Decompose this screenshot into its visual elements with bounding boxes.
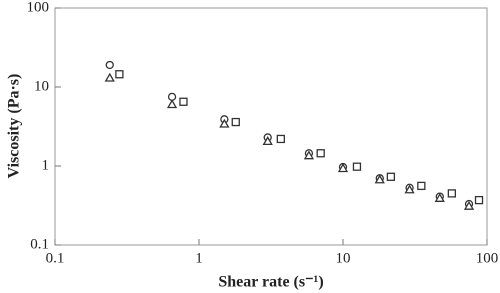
y-tick-label: 1: [42, 157, 50, 173]
point: [374, 174, 385, 184]
x-tick-label: 10: [336, 250, 351, 266]
point: [219, 118, 230, 128]
point: [434, 192, 445, 202]
point: [303, 150, 315, 160]
point: [417, 181, 426, 191]
point: [166, 99, 178, 109]
point: [404, 184, 415, 194]
y-tick-label: 10: [34, 78, 49, 94]
point: [337, 163, 349, 173]
y-tick-label: 0.1: [30, 236, 49, 252]
plot-frame: [54, 7, 488, 246]
point: [352, 162, 362, 171]
point: [262, 136, 273, 146]
point: [276, 134, 285, 144]
point: [231, 117, 240, 127]
y-tick-label: 100: [27, 0, 50, 15]
x-tick-label: 0.1: [46, 250, 65, 266]
x-axis-title: Shear rate (s⁻¹): [218, 274, 323, 291]
point: [386, 172, 396, 181]
point: [105, 60, 114, 70]
point: [104, 72, 115, 82]
point: [316, 149, 325, 158]
y-axis-title: Viscosity (Pa·s): [6, 74, 23, 179]
x-tick-label: 100: [476, 250, 499, 266]
point: [447, 189, 456, 198]
point: [115, 70, 124, 79]
point: [474, 195, 484, 205]
point: [179, 97, 188, 106]
point: [463, 200, 475, 210]
x-tick-label: 1: [195, 250, 203, 266]
